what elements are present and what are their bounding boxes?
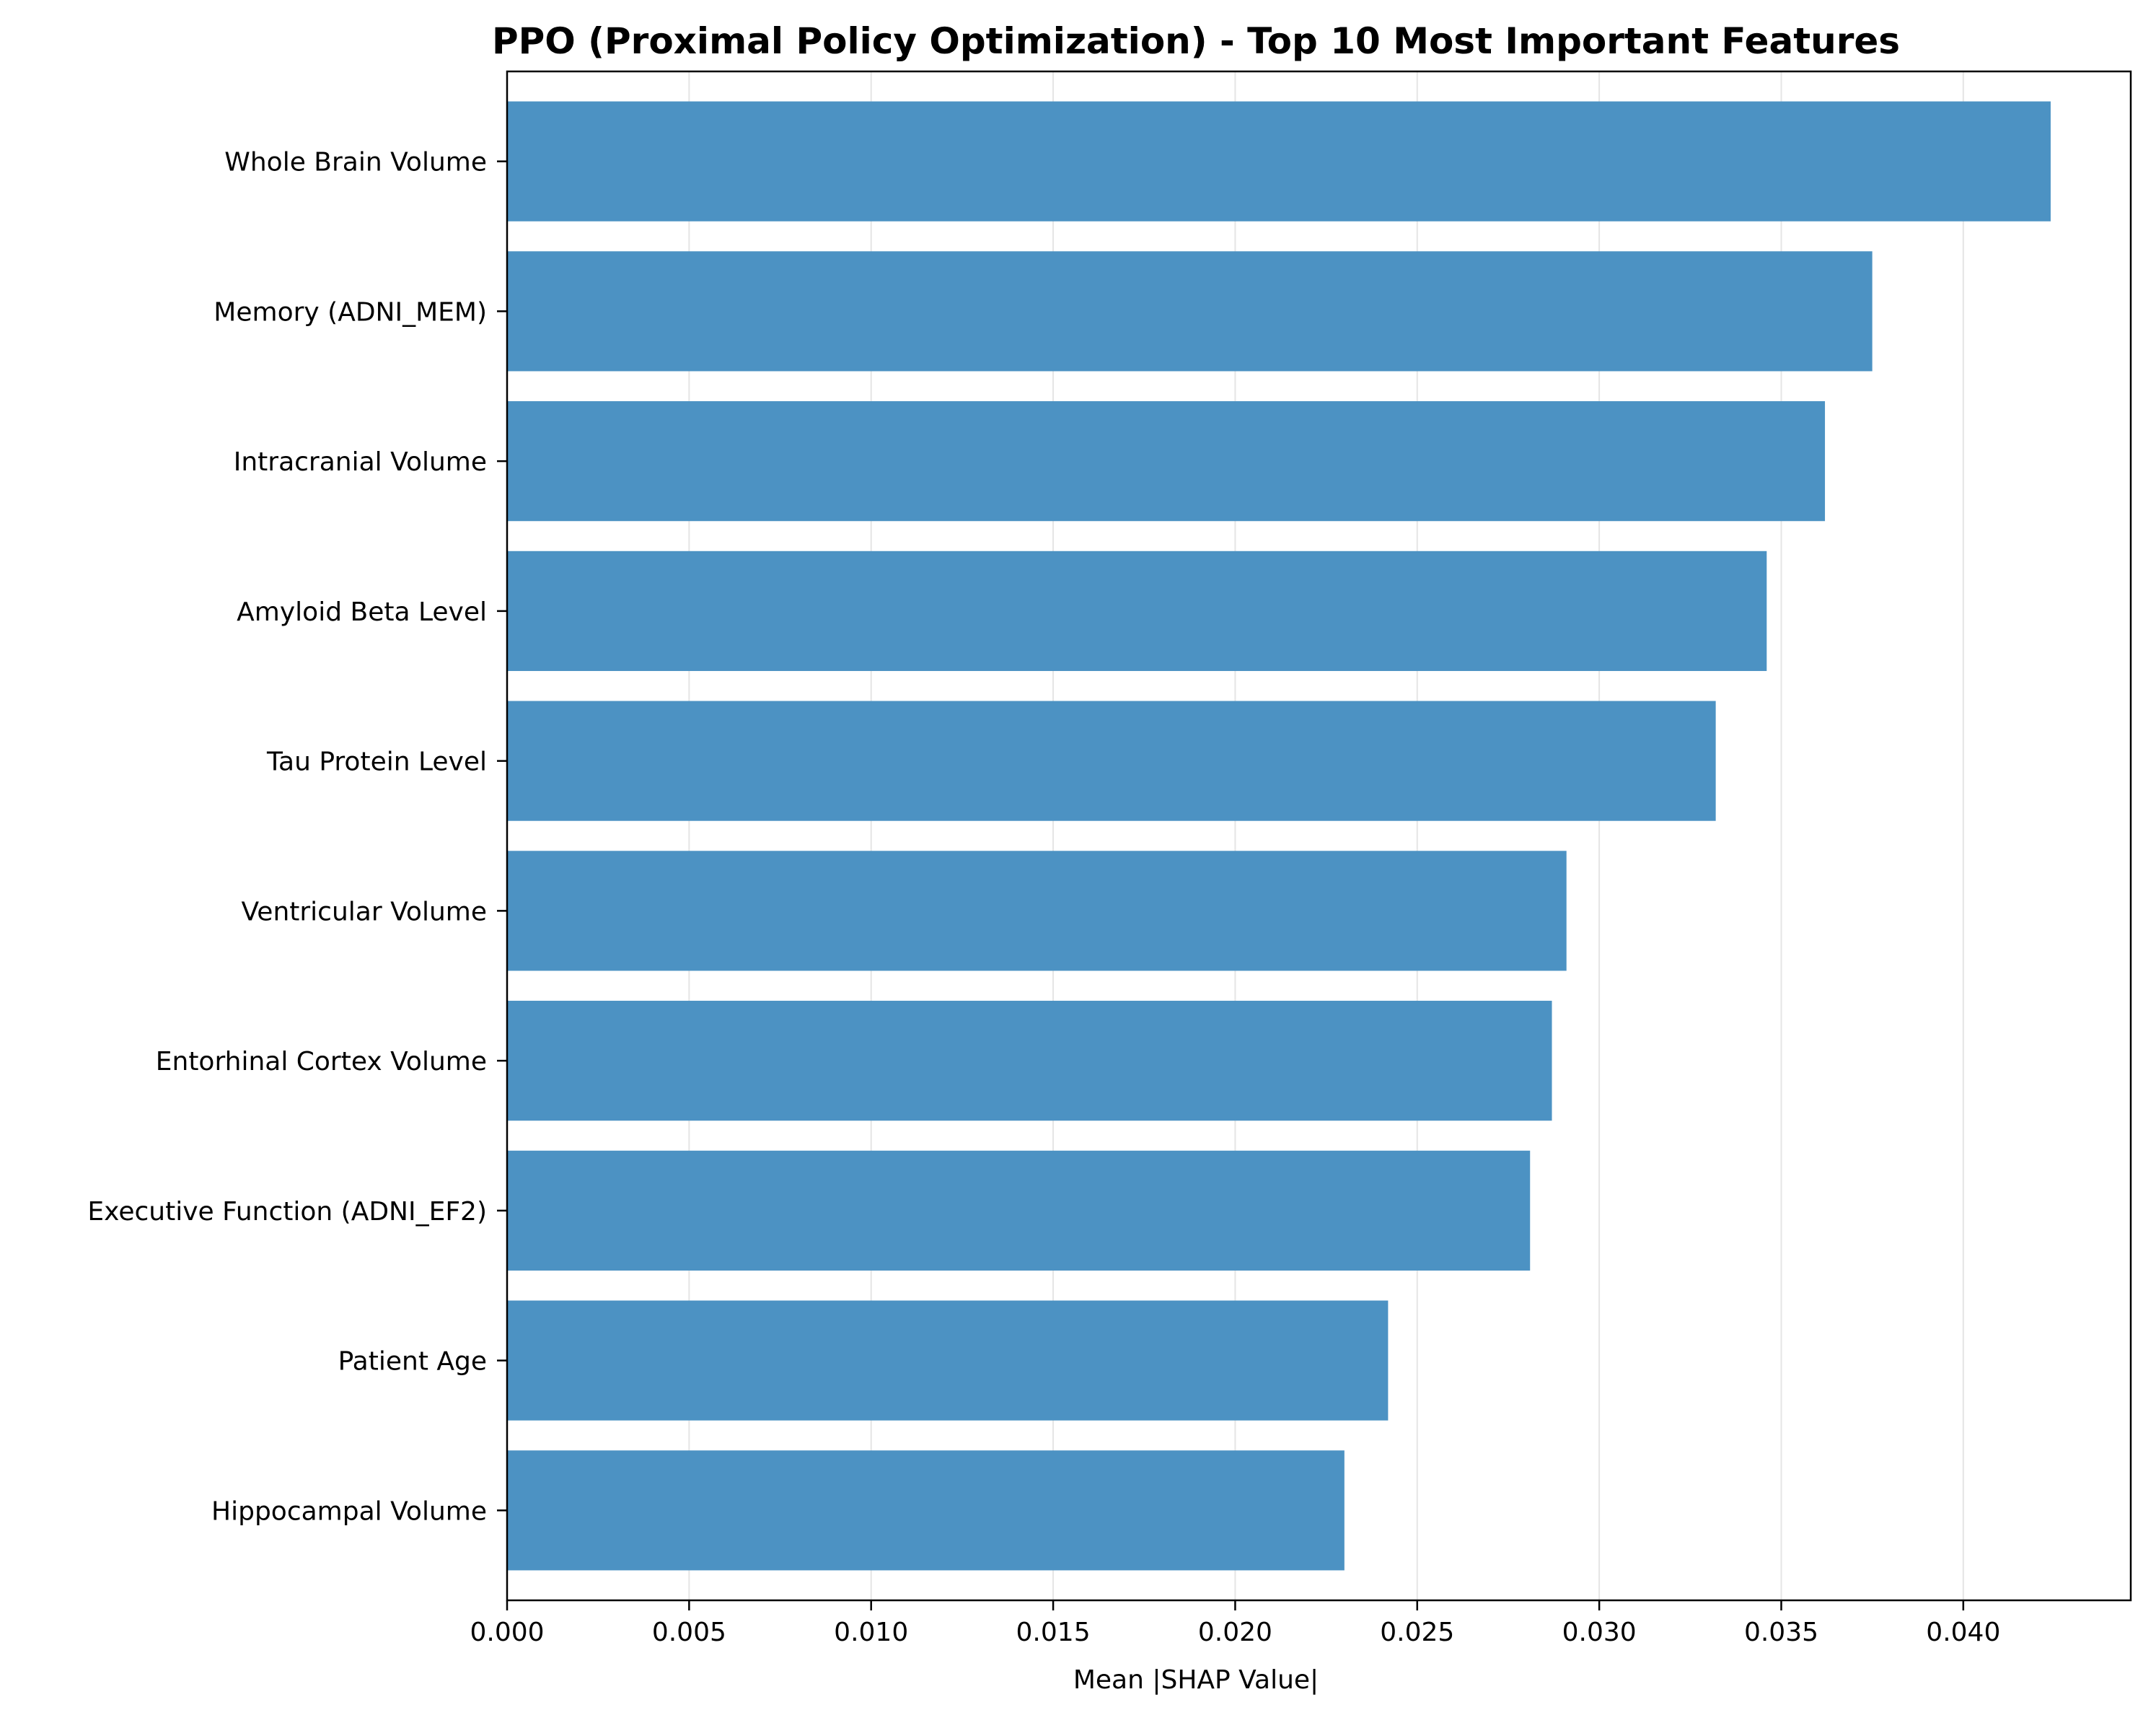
bar-intracranial-volume	[507, 401, 1826, 522]
y-tick-label: Hippocampal Volume	[211, 1496, 487, 1526]
bar-ventricular-volume	[507, 851, 1567, 971]
bar-amyloid-beta-level	[507, 551, 1767, 671]
bar-whole-brain-volume	[507, 101, 2051, 222]
y-tick-label: Tau Protein Level	[266, 747, 487, 777]
y-tick-label: Patient Age	[338, 1347, 487, 1377]
x-tick-label: 0.015	[1016, 1618, 1091, 1647]
x-tick-label: 0.030	[1562, 1618, 1637, 1647]
y-tick-label: Entorhinal Cortex Volume	[156, 1047, 487, 1077]
y-tick-label: Intracranial Volume	[234, 447, 487, 477]
x-tick-label: 0.035	[1744, 1618, 1818, 1647]
x-axis-ticks: 0.000 0.005 0.010 0.015 0.020 0.025 0.030 0.035…	[470, 1600, 2000, 1647]
bar-executive-function-adni-ef2	[507, 1150, 1531, 1271]
y-axis-labels: Whole Brain Volume Memory (ADNI_MEM) Intra…	[87, 148, 507, 1526]
x-axis-label: Mean |SHAP Value|	[1073, 1665, 1319, 1695]
x-tick-label: 0.010	[834, 1618, 908, 1647]
x-tick-label: 0.005	[652, 1618, 726, 1647]
chart-title: PPO (Proximal Policy Optimization) - Top…	[492, 20, 1900, 62]
bar-entorhinal-cortex-volume	[507, 1001, 1552, 1121]
y-tick-label: Ventricular Volume	[241, 897, 487, 926]
y-tick-label: Executive Function (ADNI_EF2)	[87, 1197, 487, 1227]
y-tick-label: Whole Brain Volume	[224, 148, 487, 177]
bar-memory-adni-mem	[507, 251, 1873, 372]
bar-tau-protein-level	[507, 701, 1716, 821]
bar-patient-age	[507, 1300, 1389, 1421]
x-tick-label: 0.020	[1198, 1618, 1272, 1647]
y-tick-label: Memory (ADNI_MEM)	[214, 297, 487, 327]
bar-hippocampal-volume	[507, 1450, 1345, 1571]
bars	[507, 101, 2051, 1571]
plot-frame	[506, 70, 2132, 1602]
x-tick-label: 0.025	[1380, 1618, 1454, 1647]
x-tick-label: 0.000	[470, 1618, 544, 1647]
x-tick-label: 0.040	[1926, 1618, 2000, 1647]
y-tick-label: Amyloid Beta Level	[237, 597, 487, 627]
